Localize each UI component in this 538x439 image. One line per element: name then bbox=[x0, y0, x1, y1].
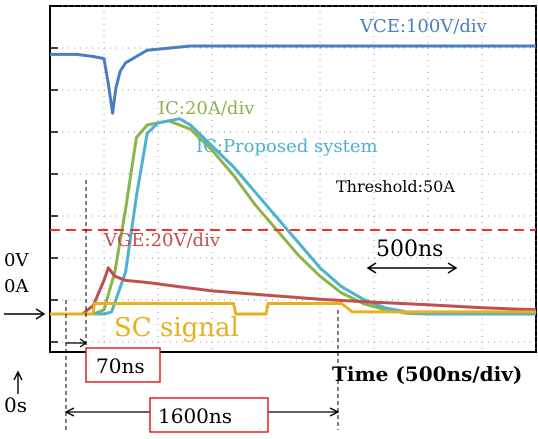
zero-arrowhead bbox=[35, 308, 46, 320]
time-axis-label: Time (500ns/div) bbox=[332, 362, 522, 386]
vce-text: VCE:100V/div bbox=[359, 16, 488, 37]
ic-label: IC:20A/div bbox=[158, 98, 255, 119]
trace-0 bbox=[50, 44, 536, 115]
scale-arrow-right bbox=[447, 262, 458, 274]
ic-proposed-label: IC:Proposed system bbox=[196, 136, 378, 157]
sc-signal-label: SC signal bbox=[114, 313, 239, 343]
zero-v-label: 0V bbox=[4, 250, 29, 271]
delay-1600-left bbox=[64, 407, 75, 417]
scope-traces bbox=[50, 44, 537, 316]
delay-70-label: 70ns bbox=[96, 354, 145, 378]
zero-a-label: 0A bbox=[4, 276, 29, 297]
threshold-label: Threshold:50A bbox=[336, 177, 455, 196]
vge-label: VGE:20V/div bbox=[103, 230, 221, 251]
delay-70-box bbox=[85, 347, 161, 383]
scope-frame bbox=[49, 5, 537, 353]
delay-70-arrowhead bbox=[79, 338, 88, 348]
zero-s-arrowhead bbox=[13, 370, 23, 381]
trace-4 bbox=[50, 302, 536, 316]
vce-label: VCE:100V/div bbox=[359, 16, 488, 37]
zero-s-label: 0s bbox=[4, 393, 27, 417]
trace-1 bbox=[50, 119, 536, 316]
scale-500ns-label: 500ns bbox=[376, 237, 443, 262]
delay-1600-label: 1600ns bbox=[158, 404, 232, 428]
delay-1600-right bbox=[329, 407, 340, 417]
delay-1600-box bbox=[149, 397, 269, 433]
scope-grid bbox=[49, 5, 537, 353]
scale-arrow-left bbox=[366, 262, 377, 274]
trace-3 bbox=[50, 266, 537, 316]
